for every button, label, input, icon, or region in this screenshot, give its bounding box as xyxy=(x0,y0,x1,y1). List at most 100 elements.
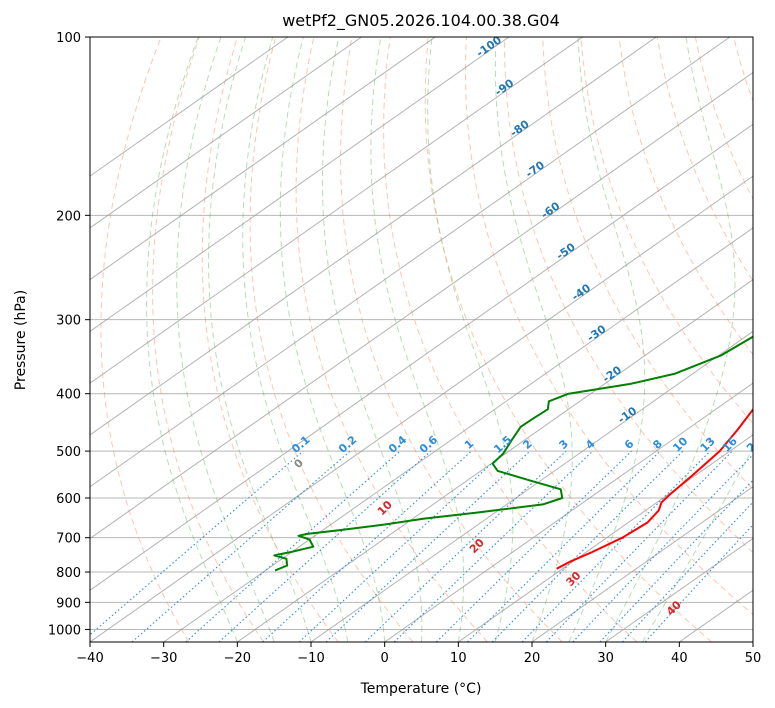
mixing-ratio-label: 1 xyxy=(462,437,476,452)
dewpoint-profile-line xyxy=(273,335,753,572)
y-axis-title: Pressure (hPa) xyxy=(13,290,29,390)
mixing-ratio-line xyxy=(90,450,304,636)
mixing-ratio-lines xyxy=(90,450,753,642)
x-tick-label: −30 xyxy=(150,651,177,666)
mixing-ratio-line xyxy=(545,450,733,642)
dry-adiabat-label: 20 xyxy=(467,536,487,556)
dry-adiabat-line xyxy=(542,37,753,490)
moist-adiabat-line xyxy=(242,37,349,642)
chart-title: wetPf2_GN05.2026.104.00.38.G04 xyxy=(282,11,560,31)
mixing-ratio-line xyxy=(298,450,506,642)
isotherm-label: -40 xyxy=(569,281,593,303)
y-tick-label: 600 xyxy=(56,492,81,507)
x-tick-label: −20 xyxy=(224,651,251,666)
isotherm-line xyxy=(163,227,753,642)
mixing-ratio-label: 3 xyxy=(557,437,571,452)
mixing-ratio-line xyxy=(436,450,632,642)
moist-adiabat-line xyxy=(322,37,423,642)
isotherm-line xyxy=(384,382,753,642)
isotherm-line xyxy=(531,486,753,642)
moist-adiabat-line xyxy=(427,37,514,642)
isotherm-line xyxy=(90,123,753,591)
isotherm-line xyxy=(90,37,510,332)
isotherm-line xyxy=(90,37,657,436)
dry-adiabat-line xyxy=(383,37,638,642)
moist-adiabat-line xyxy=(568,37,646,642)
x-tick-label: 50 xyxy=(745,651,762,666)
y-tick-label: 700 xyxy=(56,532,81,547)
mixing-ratio-line xyxy=(364,450,567,642)
isotherm-line xyxy=(90,175,753,642)
moist-adiabats xyxy=(146,37,753,642)
mixing-ratio-line xyxy=(521,450,711,642)
mixing-ratio-line xyxy=(572,453,753,642)
dry-adiabat-line xyxy=(580,37,753,425)
y-tick-label: 400 xyxy=(56,388,81,403)
isotherm-line xyxy=(458,434,753,642)
mixing-ratio-line xyxy=(644,523,753,642)
isotherm-line xyxy=(90,37,436,281)
pressure-grid xyxy=(90,37,753,630)
isotherm-line xyxy=(90,37,289,177)
mixing-ratio-label: 2 xyxy=(520,437,534,452)
moist-adiabat-line xyxy=(642,446,753,642)
isotherm-line xyxy=(90,37,362,229)
y-tick-label: 100 xyxy=(56,31,81,46)
sounding-profiles xyxy=(273,335,753,572)
mixing-ratio-line xyxy=(599,479,753,642)
y-tick-label: 300 xyxy=(56,314,81,329)
dry-adiabat-line xyxy=(618,37,753,356)
mixing-ratio-line xyxy=(393,450,594,642)
isotherm-line xyxy=(90,37,583,384)
mixing-ratio-label: 6 xyxy=(622,437,637,452)
mixing-ratio-label: 20 xyxy=(744,434,764,454)
isotherm-line xyxy=(237,278,753,642)
dry-adiabat-line xyxy=(464,37,753,616)
dry-adiabat-line xyxy=(152,37,264,642)
x-tick-label: −10 xyxy=(297,651,324,666)
moist-adiabat-line xyxy=(494,37,573,642)
x-tick-label: 20 xyxy=(524,651,541,666)
dry-adiabat-line xyxy=(772,37,775,642)
plot-frame xyxy=(89,36,754,643)
isotherm-line xyxy=(90,71,753,540)
isotherm-label: -30 xyxy=(585,322,609,344)
moist-adiabat-line xyxy=(605,37,736,642)
x-tick-label: 0 xyxy=(381,651,389,666)
y-tick-label: 900 xyxy=(56,596,81,611)
dry-adiabat-line xyxy=(249,37,414,642)
mixing-ratio-label: 0.6 xyxy=(417,433,440,456)
moist-adiabat-line xyxy=(370,37,465,642)
y-tick-label: 500 xyxy=(56,445,81,460)
y-tick-label: 200 xyxy=(56,209,81,224)
mixing-ratio-line xyxy=(262,450,472,642)
isotherm-line xyxy=(90,37,731,488)
mixing-ratio-label: 0.4 xyxy=(386,433,409,456)
dry-adiabat-line xyxy=(504,37,753,554)
isotherm-label: -50 xyxy=(554,240,578,262)
mixing-ratio-label: 1.5 xyxy=(491,433,514,456)
mixing-ratio-line xyxy=(491,450,684,642)
moist-adiabat-line xyxy=(146,37,238,642)
dry-adiabat-label: 0 xyxy=(291,456,306,471)
x-tick-label: −40 xyxy=(76,651,103,666)
mixing-ratio-line xyxy=(185,450,401,642)
temperature-profile-line xyxy=(556,407,753,570)
isotherm-line xyxy=(752,641,753,642)
dry-adiabat-line xyxy=(733,37,753,103)
moist-adiabat-line xyxy=(176,37,275,642)
axes: −40 −30 −20 −10 0 10 20 30 40 5010020030040050060… xyxy=(48,31,761,666)
x-tick-label: 30 xyxy=(597,651,614,666)
isotherms xyxy=(90,37,753,642)
isotherm-label: -60 xyxy=(539,199,563,221)
isotherm-line xyxy=(605,537,753,642)
mixing-ratio-line xyxy=(218,450,432,642)
moist-adiabat-line xyxy=(279,37,386,642)
y-tick-label: 1000 xyxy=(48,623,81,638)
y-tick-label: 800 xyxy=(56,566,81,581)
isotherm-line xyxy=(679,589,753,642)
dry-adiabat-line xyxy=(295,37,488,642)
isotherm-label: -70 xyxy=(523,158,547,180)
dry-adiabat-label: 10 xyxy=(375,498,395,518)
